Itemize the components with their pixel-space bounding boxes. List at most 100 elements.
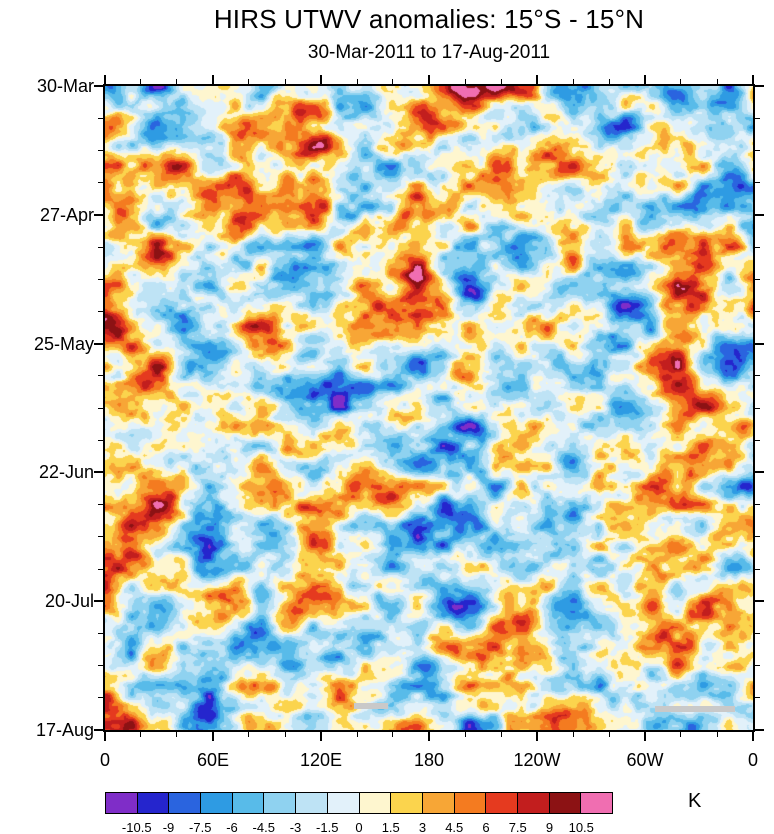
y-tick-label: 30-Mar <box>36 76 94 96</box>
y-major-tick <box>94 342 103 345</box>
y-minor-tick <box>98 697 103 699</box>
y-major-tick <box>755 600 764 603</box>
y-minor-tick <box>755 375 760 377</box>
colorbar-segment <box>359 793 392 813</box>
y-minor-tick <box>98 310 103 312</box>
colorbar-segment <box>232 793 265 813</box>
y-minor-tick <box>98 665 103 667</box>
x-major-tick <box>752 75 754 84</box>
colorbar-segment <box>517 793 550 813</box>
plot-area <box>94 75 764 741</box>
x-minor-tick <box>392 732 394 737</box>
missing-data-bar <box>655 706 735 712</box>
x-major-tick <box>428 732 430 741</box>
x-major-tick <box>535 732 538 741</box>
colorbar-tick-label: -1.5 <box>316 820 339 834</box>
colorbar-segment <box>201 793 233 813</box>
y-minor-tick <box>755 182 760 184</box>
x-minor-tick <box>572 732 574 737</box>
x-major-tick <box>211 75 214 84</box>
x-tick-label: 120W <box>513 750 561 770</box>
x-minor-tick <box>500 79 502 84</box>
x-minor-tick <box>140 732 142 737</box>
x-minor-tick <box>680 732 682 737</box>
colorbar-tick-label: -6 <box>226 820 238 834</box>
x-tick-label: 60E <box>196 750 230 770</box>
y-minor-tick <box>98 117 103 119</box>
colorbar-tick-label: 9 <box>545 820 554 834</box>
colorbar-segment <box>296 793 328 813</box>
x-minor-tick <box>608 732 610 737</box>
colorbar-tick-label: -7.5 <box>189 820 212 834</box>
x-major-tick <box>319 732 322 741</box>
x-minor-tick <box>356 732 358 737</box>
x-minor-tick <box>176 732 178 737</box>
y-major-tick <box>94 213 103 216</box>
chart-subtitle: 30-Mar-2011 to 17-Aug-2011 <box>307 42 551 63</box>
y-minor-tick <box>755 665 760 667</box>
y-major-tick <box>94 729 103 731</box>
colorbar-tick-label: -3 <box>289 820 302 834</box>
x-minor-tick <box>572 79 574 84</box>
y-tick-label: 20-Jul <box>44 591 94 612</box>
y-minor-tick <box>755 246 760 248</box>
y-minor-tick <box>98 504 103 506</box>
y-major-tick <box>755 729 764 731</box>
y-minor-tick <box>755 439 760 441</box>
x-major-tick <box>104 732 106 741</box>
x-minor-tick <box>680 79 682 84</box>
y-tick-label: 27-Apr <box>39 204 94 225</box>
colorbar-segment <box>486 793 518 813</box>
colorbar-tick-label: 0 <box>355 820 363 834</box>
x-tick-label: 180 <box>413 750 445 770</box>
colorbar-tick-label: 6 <box>482 820 490 834</box>
colorbar-segment <box>106 793 138 813</box>
x-major-tick <box>752 732 754 741</box>
colorbar-tick-label: -9 <box>162 820 175 834</box>
colorbar-segment <box>137 793 170 813</box>
y-minor-tick <box>755 278 760 280</box>
x-major-tick <box>644 75 646 84</box>
colorbar-segment <box>454 793 487 813</box>
y-minor-tick <box>98 278 103 280</box>
x-minor-tick <box>140 79 142 84</box>
x-minor-tick <box>284 79 286 84</box>
chart-title: HIRS UTWV anomalies: 15°S - 15°N <box>213 4 645 34</box>
colorbar-tick-label: 1.5 <box>381 820 400 834</box>
y-minor-tick <box>755 568 760 570</box>
x-tick-label: 60W <box>626 750 664 770</box>
x-minor-tick <box>716 79 718 84</box>
y-minor-tick <box>755 632 760 634</box>
y-minor-tick <box>98 407 103 409</box>
colorbar-tick-label: -10.5 <box>121 820 152 834</box>
y-minor-tick <box>98 568 103 570</box>
x-minor-tick <box>464 79 466 84</box>
x-major-tick <box>535 75 538 84</box>
x-tick-label: 120E <box>299 750 343 770</box>
x-minor-tick <box>176 79 178 84</box>
x-major-tick <box>104 75 106 84</box>
colorbar-tick-label: -4.5 <box>252 820 275 834</box>
y-major-tick <box>94 471 103 474</box>
colorbar-segment <box>422 793 455 813</box>
x-minor-tick <box>608 79 610 84</box>
y-minor-tick <box>98 375 103 377</box>
y-minor-tick <box>755 697 760 699</box>
anomaly-field-canvas <box>105 86 753 730</box>
colorbar-segment <box>391 793 423 813</box>
colorbar <box>105 792 613 814</box>
y-minor-tick <box>98 439 103 441</box>
colorbar-segment <box>327 793 360 813</box>
x-minor-tick <box>248 732 250 737</box>
y-minor-tick <box>755 310 760 312</box>
y-major-tick <box>755 471 764 474</box>
x-major-tick <box>644 732 646 741</box>
colorbar-tick-label: 7.5 <box>508 820 527 834</box>
y-minor-tick <box>755 504 760 506</box>
x-tick-label: 0 <box>99 750 110 770</box>
x-minor-tick <box>500 732 502 737</box>
x-tick-label: 0 <box>747 750 758 770</box>
x-minor-tick <box>392 79 394 84</box>
x-minor-tick <box>248 79 250 84</box>
